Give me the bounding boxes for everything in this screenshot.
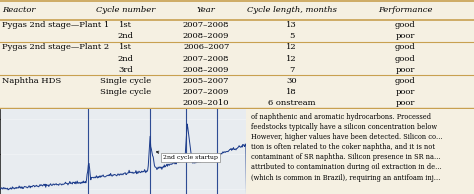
Text: poor: poor	[396, 99, 415, 107]
Text: Pygas 2nd stage—Plant 2: Pygas 2nd stage—Plant 2	[2, 43, 109, 51]
Text: 13: 13	[286, 21, 297, 29]
Text: Naphtha HDS: Naphtha HDS	[2, 77, 62, 85]
Text: Pygas 2nd stage—Plant 1: Pygas 2nd stage—Plant 1	[2, 21, 109, 29]
Text: 3rd: 3rd	[118, 66, 133, 74]
Text: 5: 5	[289, 32, 294, 40]
Text: Cycle length, months: Cycle length, months	[246, 6, 337, 14]
Text: 2nd: 2nd	[118, 55, 134, 62]
Text: 2005–2007: 2005–2007	[183, 77, 229, 85]
Text: Single cycle: Single cycle	[100, 77, 151, 85]
Text: 2nd cycle startup: 2nd cycle startup	[156, 151, 218, 160]
Text: good: good	[395, 43, 416, 51]
Text: 18: 18	[286, 88, 297, 96]
Text: 30: 30	[286, 77, 297, 85]
Text: 2006–2007: 2006–2007	[183, 43, 229, 51]
Text: Reactor: Reactor	[2, 6, 36, 14]
Text: Cycle number: Cycle number	[96, 6, 155, 14]
Text: good: good	[395, 77, 416, 85]
Text: 2nd: 2nd	[118, 32, 134, 40]
Text: Performance: Performance	[378, 6, 432, 14]
Text: 12: 12	[286, 43, 297, 51]
Text: 12: 12	[286, 55, 297, 62]
Text: poor: poor	[396, 32, 415, 40]
Text: poor: poor	[396, 88, 415, 96]
Text: 2007–2009: 2007–2009	[183, 88, 229, 96]
Text: good: good	[395, 21, 416, 29]
Text: poor: poor	[396, 66, 415, 74]
Text: 1st: 1st	[119, 21, 132, 29]
Text: 2007–2008: 2007–2008	[183, 55, 229, 62]
Text: of naphthenic and aromatic hydrocarbons. Processed
feedstocks typically have a s: of naphthenic and aromatic hydrocarbons.…	[251, 113, 443, 182]
Text: 2009–2010: 2009–2010	[183, 99, 229, 107]
Text: good: good	[395, 55, 416, 62]
Text: Single cycle: Single cycle	[100, 88, 151, 96]
Text: 1st: 1st	[119, 43, 132, 51]
Text: Year: Year	[197, 6, 216, 14]
Text: 7: 7	[289, 66, 294, 74]
Text: 6 onstream: 6 onstream	[268, 99, 315, 107]
Text: 2008–2009: 2008–2009	[183, 32, 229, 40]
Text: 2008–2009: 2008–2009	[183, 66, 229, 74]
Text: 2007–2008: 2007–2008	[183, 21, 229, 29]
